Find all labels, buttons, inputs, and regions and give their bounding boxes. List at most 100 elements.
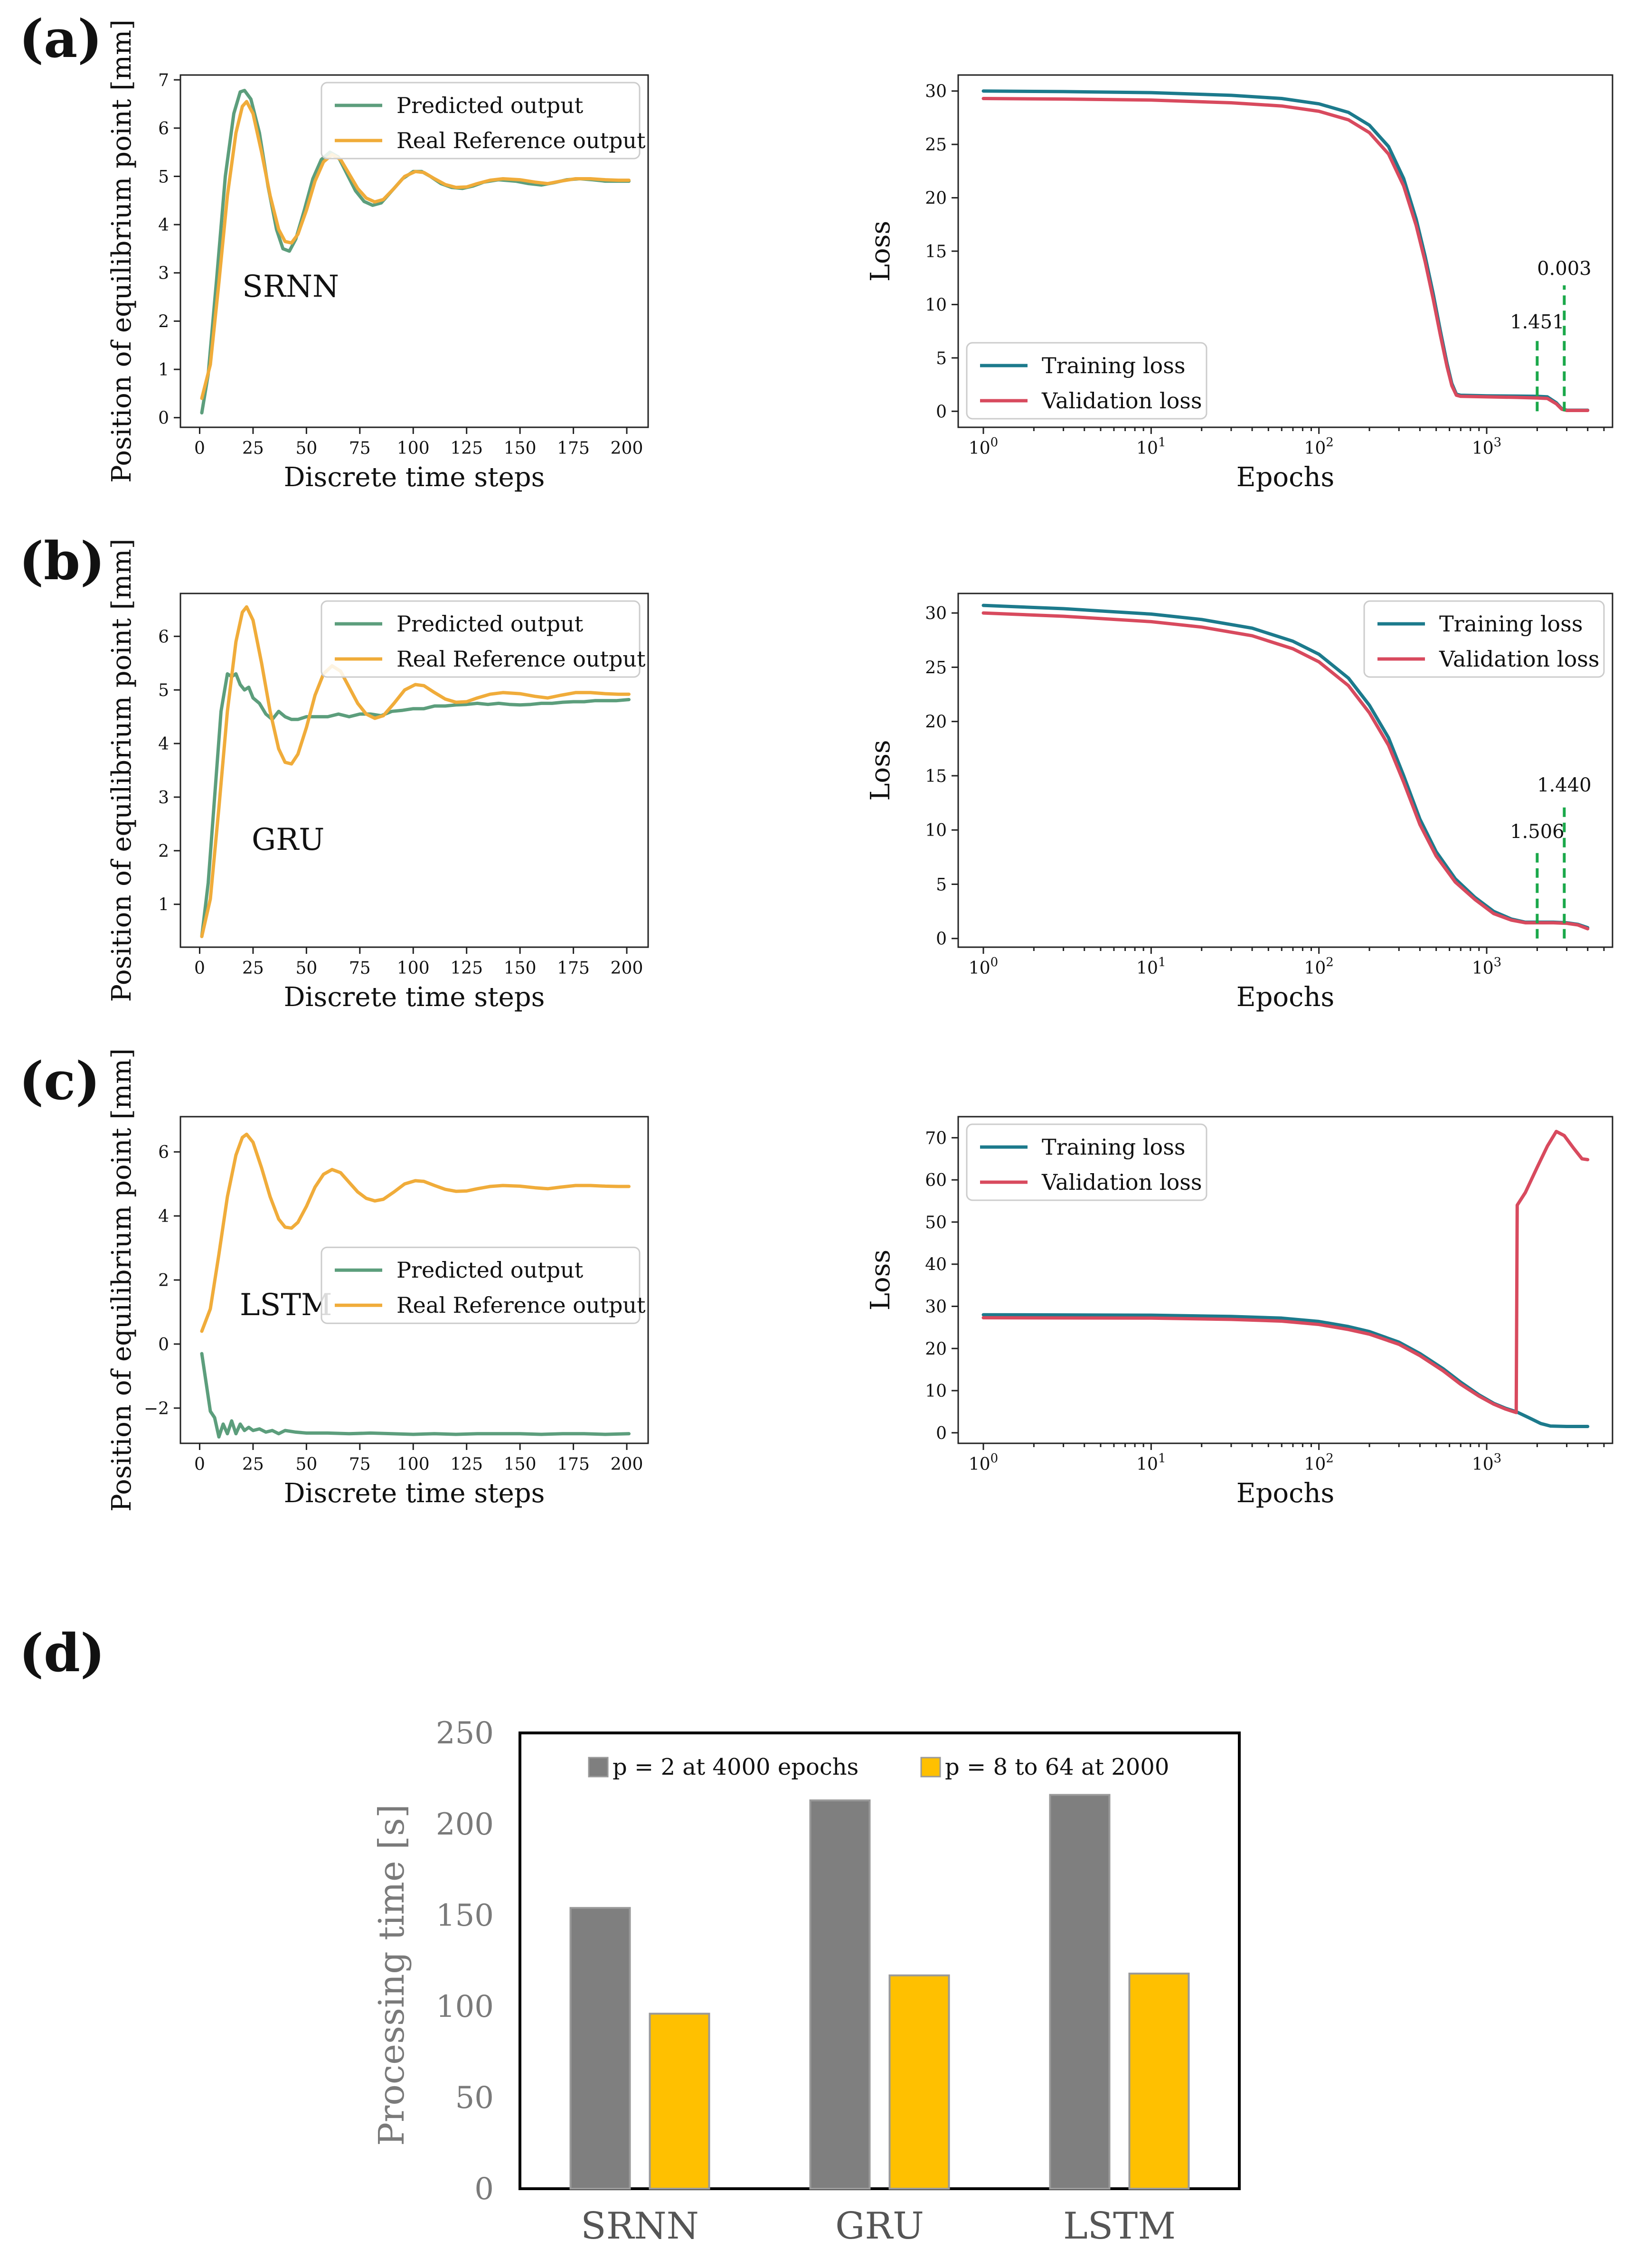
x-tick-label-d-2: LSTM [1063, 2205, 1176, 2248]
annotation-label-a-right-1: 0.003 [1537, 258, 1592, 280]
plot-frame-b-left [179, 593, 649, 948]
y-tick-label-a-left-4: 4 [158, 216, 169, 235]
legend-label-b-left-0: Predicted output [396, 611, 584, 637]
chart-c-left: −2 0 2 4 6 0 25 50 75 100 125 150 175 200 Discrete tim… [106, 1048, 649, 1512]
legend-label-c-right-0: Training loss [1042, 1134, 1185, 1160]
y-tick-label-d-3: 150 [436, 1898, 494, 1933]
y-tick-label-a-right-2: 10 [925, 295, 947, 315]
x-tick-label-c-left-7: 175 [557, 1455, 590, 1474]
x-tick-label-b-left-7: 175 [557, 959, 590, 978]
legend-box-a-left [321, 82, 641, 160]
legend-label-c-left-1: Real Reference output [396, 1292, 646, 1318]
legend-swatch-d-1 [920, 1757, 941, 1778]
chart-d: 0 50 100 150 200 250 SRNN GRU LSTM Processing tim… [371, 1716, 1241, 2248]
y-tick-label-d-2: 100 [436, 1989, 494, 2024]
y-tick-label-c-right-1: 10 [925, 1382, 947, 1401]
x-tick-label-d-1: GRU [835, 2205, 924, 2248]
x-tick-label-c-left-4: 100 [397, 1455, 430, 1474]
x-tick-label-c-right-0: 100 [969, 1451, 998, 1474]
series-line-c-left-1 [200, 1132, 631, 1333]
y-tick-label-c-left-3: 4 [158, 1207, 169, 1226]
panel-label-a: (a) [19, 8, 102, 69]
y-tick-label-a-left-0: 0 [158, 409, 169, 428]
x-tick-label-a-left-4: 100 [397, 439, 430, 458]
x-tick-label-c-right-2: 102 [1304, 1451, 1333, 1474]
legend-label-d-1: p = 8 to 64 at 2000 [945, 1754, 1169, 1780]
y-tick-label-b-right-4: 20 [925, 713, 947, 732]
x-tick-label-a-left-0: 0 [194, 439, 205, 458]
y-axis-label-d: Processing time [s] [371, 1804, 412, 2146]
x-tick-label-b-left-6: 150 [504, 959, 537, 978]
y-tick-label-d-4: 200 [436, 1807, 494, 1842]
x-tick-label-a-right-1: 101 [1136, 435, 1166, 458]
y-tick-label-c-right-7: 70 [925, 1129, 947, 1148]
y-tick-label-b-left-0: 1 [158, 895, 169, 915]
y-tick-label-b-right-3: 15 [925, 767, 947, 786]
panel-label-b: (b) [19, 530, 105, 592]
bar-lstm-1 [1128, 1972, 1190, 2190]
plot-frame-b-right [957, 593, 1613, 948]
x-tick-label-b-left-3: 75 [349, 959, 371, 978]
x-axis-label-a-right: Epochs [1236, 462, 1335, 493]
chart-c-right: 0 10 20 30 40 50 60 70 100 101 102 103 Epochs Loss Tra… [865, 1116, 1613, 1509]
y-tick-label-a-right-0: 0 [936, 402, 947, 422]
y-tick-label-b-right-5: 25 [925, 658, 947, 678]
x-axis-label-c-right: Epochs [1236, 1478, 1335, 1509]
y-tick-label-a-left-6: 6 [158, 119, 169, 139]
plot-frame-c-right [957, 1116, 1613, 1444]
y-tick-label-b-left-3: 4 [158, 734, 169, 754]
y-axis-label-a-right: Loss [865, 221, 896, 282]
y-tick-label-c-right-6: 60 [925, 1171, 947, 1190]
x-axis-label-c-left: Discrete time steps [284, 1478, 545, 1509]
x-tick-label-a-left-7: 175 [557, 439, 590, 458]
series-line-a-left-1 [200, 100, 631, 400]
x-tick-label-b-right-0: 100 [969, 955, 998, 978]
model-label-b-left: GRU [252, 822, 324, 857]
x-tick-label-c-right-1: 101 [1136, 1451, 1166, 1474]
bar-gru-0 [809, 1799, 871, 2190]
y-axis-label-a-left: Position of equilibrium point [mm] [106, 19, 137, 483]
chart-b-right: 1.506 1.440 0 5 10 15 20 25 30 100 101 102 103 Epochs… [865, 593, 1613, 1013]
bar-gru-1 [888, 1974, 950, 2190]
y-tick-label-a-left-5: 5 [158, 167, 169, 187]
legend-box-b-left [321, 600, 641, 678]
bar-lstm-0 [1049, 1794, 1111, 2190]
x-tick-label-c-left-0: 0 [194, 1455, 205, 1474]
plot-frame-a-left [179, 74, 649, 428]
legend-label-a-right-1: Validation loss [1041, 388, 1202, 414]
x-tick-label-b-left-1: 25 [242, 959, 264, 978]
x-tick-label-b-left-0: 0 [194, 959, 205, 978]
bar-srnn-1 [649, 2013, 710, 2190]
legend-label-d-0: p = 2 at 4000 epochs [613, 1754, 858, 1780]
legend-label-a-left-1: Real Reference output [396, 128, 646, 153]
y-tick-label-a-left-3: 3 [158, 264, 169, 283]
x-axis-label-a-left: Discrete time steps [284, 462, 545, 493]
x-tick-label-b-left-5: 125 [450, 959, 483, 978]
y-axis-label-b-left: Position of equilibrium point [mm] [106, 538, 137, 1002]
y-tick-label-a-left-2: 2 [158, 312, 169, 331]
series-line-a-right-1 [981, 97, 1590, 412]
x-axis-label-b-left: Discrete time steps [284, 982, 545, 1013]
y-tick-label-d-0: 0 [474, 2172, 494, 2207]
y-tick-label-a-right-4: 20 [925, 189, 947, 208]
x-tick-label-d-0: SRNN [581, 2205, 699, 2248]
series-line-b-left-0 [200, 672, 631, 938]
legend-label-b-right-1: Validation loss [1439, 646, 1599, 672]
y-tick-label-d-5: 250 [436, 1716, 494, 1751]
legend-label-c-left-0: Predicted output [396, 1257, 584, 1283]
x-tick-label-a-left-1: 25 [242, 439, 264, 458]
y-tick-label-a-right-5: 25 [925, 135, 947, 155]
y-tick-label-c-left-0: −2 [144, 1399, 169, 1419]
legend-label-a-right-0: Training loss [1042, 353, 1185, 378]
x-tick-label-a-right-3: 103 [1472, 435, 1501, 458]
chart-a-right: 1.451 0.003 0 5 10 15 20 25 30 100 101 102 103 Epochs… [865, 74, 1613, 493]
y-tick-label-a-right-1: 5 [936, 349, 947, 368]
y-tick-label-b-right-0: 0 [936, 930, 947, 949]
y-tick-label-c-right-3: 30 [925, 1297, 947, 1317]
model-label-a-left: SRNN [242, 269, 339, 304]
y-tick-label-c-left-4: 6 [158, 1143, 169, 1162]
annotation-label-b-right-0: 1.506 [1510, 821, 1565, 843]
y-axis-label-b-right: Loss [865, 740, 896, 800]
y-tick-label-a-right-6: 30 [925, 82, 947, 102]
